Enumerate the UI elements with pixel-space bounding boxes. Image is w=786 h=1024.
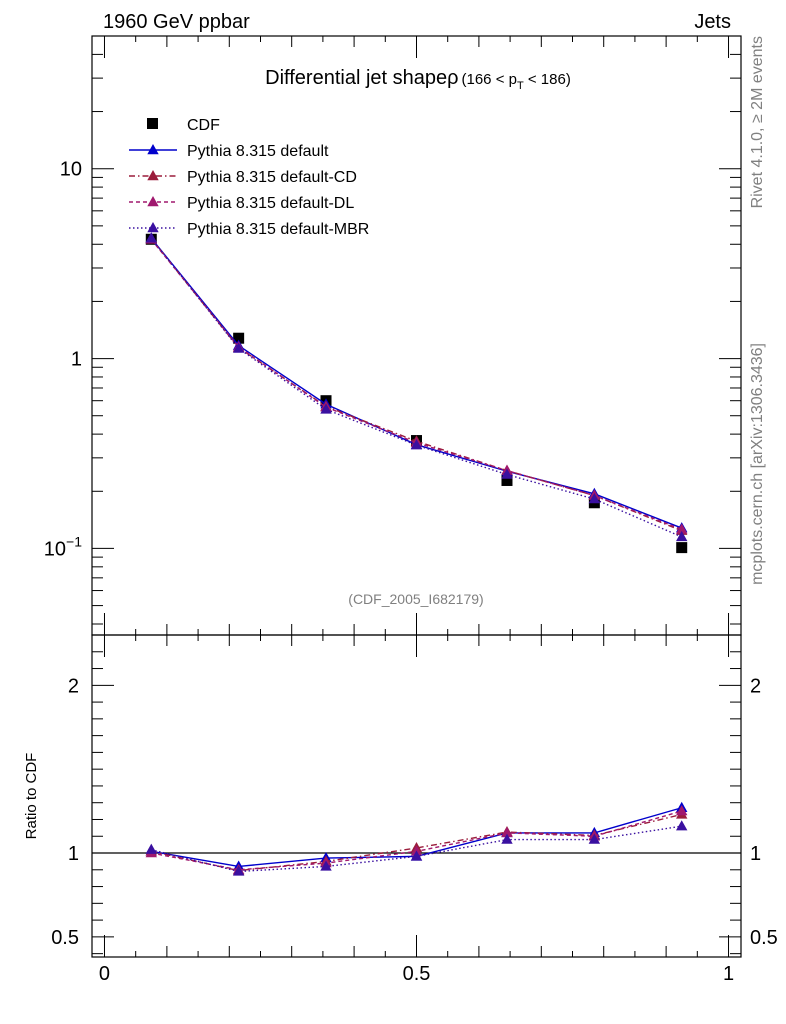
data-point-pythia-8-315-default-mbr: [410, 439, 423, 450]
lower-y-tick-label-right: 1: [750, 843, 761, 865]
data-point-pythia-8-315-default-dl: [676, 523, 688, 534]
series-line-pythia-8-315-default-dl-ratio: [151, 810, 682, 871]
lower-ylabel: Ratio to CDF: [23, 753, 40, 840]
lower-frame: [91, 634, 742, 958]
upper-y-tick-label: 1: [71, 349, 82, 371]
legend-label: Pythia 8.315 default-CD: [187, 169, 357, 186]
lower-y-tick-label-right: 0.5: [750, 927, 778, 949]
data-point-pythia-8-315-default-mbr: [320, 403, 332, 414]
series-line-pythia-8-315-default: [150, 237, 682, 529]
legend-label: Pythia 8.315 default-DL: [187, 195, 354, 212]
data-point-pythia-8-315-default-mbr-ratio: [588, 833, 601, 844]
data-point-pythia-8-315-default-mbr-ratio: [145, 843, 157, 854]
data-point-cdf: [233, 332, 245, 344]
upper-series-group: [145, 232, 688, 554]
rivet-caption: Rivet 4.1.0, ≥ 2M events: [749, 36, 766, 208]
data-point-pythia-8-315-default-dl-ratio: [676, 805, 688, 816]
lower-y-tick-label-right: 2: [750, 675, 761, 697]
header-right: Jets: [694, 11, 731, 33]
legend-label: CDF: [187, 117, 220, 134]
axis-tick-labels: 0 0.5 1 10 1 10−1 2 2 1 1 0.5 0.5: [44, 159, 778, 985]
x-tick-label: 1: [723, 963, 734, 985]
legend: CDF Pythia 8.315 default Pythia 8.315 defa…: [129, 117, 369, 238]
series-line-pythia-8-315-default-cd: [150, 238, 682, 532]
legend-label: Pythia 8.315 default-MBR: [187, 221, 369, 238]
lower-series-group: [145, 801, 688, 876]
legend-marker: [147, 196, 159, 207]
data-point-pythia-8-315-default-mbr-ratio: [410, 850, 423, 861]
analysis-tag: (CDF_2005_I682179): [348, 591, 483, 607]
data-point-pythia-8-315-default-mbr-ratio: [232, 865, 245, 876]
data-point-pythia-8-315-default-mbr-ratio: [501, 833, 513, 844]
lower-y-tick-label: 0.5: [51, 927, 79, 949]
data-point-pythia-8-315-default-dl-ratio: [501, 826, 513, 838]
legend-marker: [147, 170, 159, 181]
legend-marker: [147, 118, 158, 129]
series-line-pythia-8-315-default-mbr: [150, 237, 682, 538]
legend-marker: [147, 144, 159, 155]
upper-y-tick-label: 10−1: [44, 533, 82, 560]
data-point-pythia-8-315-default-mbr-ratio: [676, 820, 688, 831]
legend-label: Pythia 8.315 default: [187, 143, 329, 160]
upper-y-tick-label: 10: [60, 159, 82, 181]
header-left: 1960 GeV ppbar: [103, 11, 250, 33]
x-tick-label: 0: [99, 963, 110, 985]
data-point-pythia-8-315-default-mbr: [232, 342, 245, 353]
x-tick-label: 0.5: [403, 963, 431, 985]
series-line-pythia-8-315-default-dl: [150, 239, 682, 531]
legend-marker: [147, 222, 159, 233]
data-point-pythia-8-315-default-mbr: [676, 530, 688, 542]
lower-y-tick-label: 1: [68, 843, 79, 865]
data-point-pythia-8-315-default-mbr: [588, 493, 601, 504]
data-point-pythia-8-315-default-mbr: [501, 468, 513, 479]
lower-y-tick-label: 2: [68, 675, 79, 697]
data-point-pythia-8-315-default-mbr: [145, 232, 157, 243]
mcplots-caption: mcplots.cern.ch [arXiv:1306.3436]: [749, 343, 766, 585]
chart-title: Differential jet shapeρ (166 < pT < 186): [265, 67, 571, 92]
data-point-pythia-8-315-default-mbr-ratio: [320, 860, 332, 871]
data-point-cdf: [501, 474, 513, 486]
data-point-cdf: [676, 542, 688, 554]
